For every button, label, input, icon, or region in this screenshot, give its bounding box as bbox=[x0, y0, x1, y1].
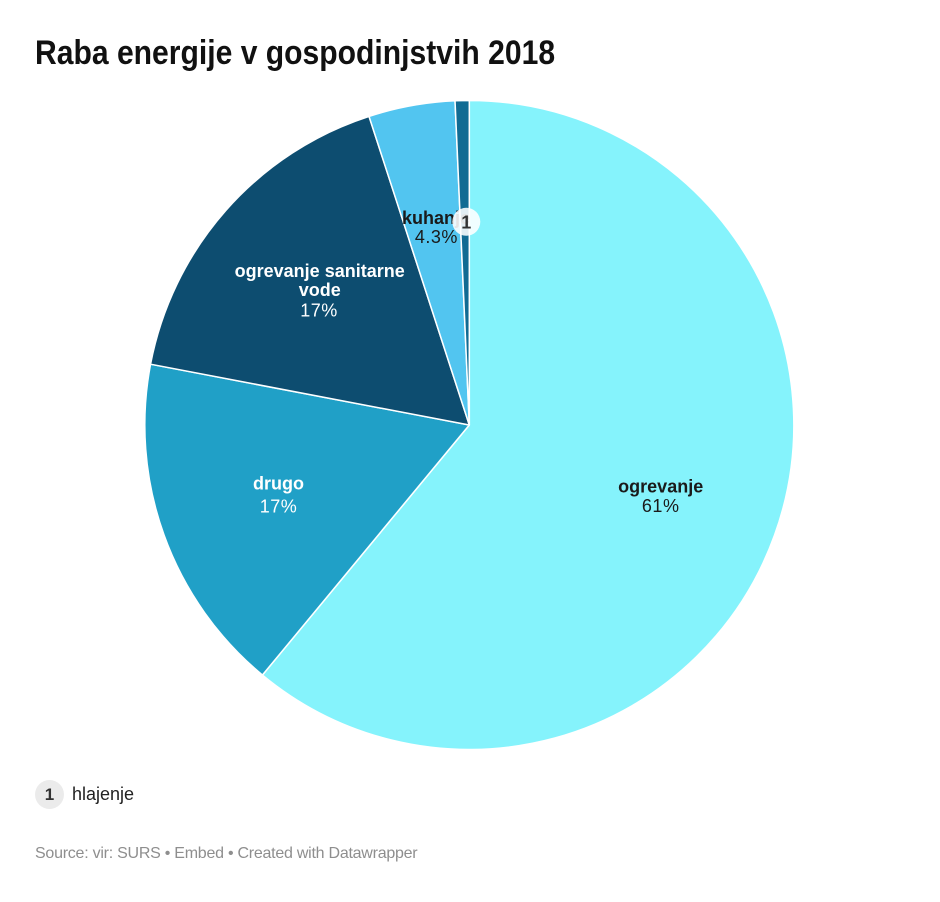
svg-text:17%: 17% bbox=[300, 301, 338, 321]
svg-text:ogrevanje: ogrevanje bbox=[618, 476, 703, 496]
svg-text:17%: 17% bbox=[260, 496, 298, 516]
svg-text:1: 1 bbox=[461, 212, 471, 232]
svg-text:vode: vode bbox=[299, 280, 341, 300]
svg-text:4.3%: 4.3% bbox=[415, 227, 458, 247]
svg-text:drugo: drugo bbox=[253, 474, 304, 494]
svg-text:61%: 61% bbox=[642, 496, 680, 516]
svg-text:ogrevanje sanitarne: ogrevanje sanitarne bbox=[235, 261, 405, 281]
